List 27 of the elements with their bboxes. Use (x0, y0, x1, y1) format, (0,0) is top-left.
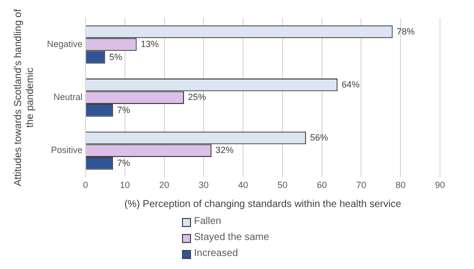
data-label: 56% (310, 132, 328, 142)
legend-label: Increased (194, 247, 238, 261)
data-label: 25% (188, 92, 206, 102)
y-tick-label: Negative (46, 39, 83, 50)
legend-label: Fallen (194, 215, 222, 229)
x-tick-label: 70 (356, 180, 366, 190)
data-label: 7% (117, 158, 130, 168)
y-tick-label: Positive (51, 145, 83, 156)
data-label: 5% (109, 52, 122, 62)
y-axis-title: Attitudes towards Scotland's handling of the pandemic (12, 8, 36, 186)
x-tick-label: 40 (238, 180, 248, 190)
x-tick-label: 90 (434, 180, 446, 190)
data-label: 78% (396, 26, 415, 36)
legend-label: Stayed the same (194, 231, 270, 245)
x-tick-label: 60 (316, 180, 327, 190)
data-label: 64% (342, 79, 360, 90)
data-label: 32% (216, 145, 234, 156)
x-tick-label: 20 (159, 180, 170, 190)
x-tick-label: 50 (277, 180, 288, 190)
x-tick-label: 0 (83, 180, 88, 190)
data-label: 7% (117, 104, 130, 115)
x-axis-title: (%) Perception of changing standards within the health service (124, 198, 402, 210)
x-tick-label: 30 (198, 180, 209, 190)
x-tick-label: 80 (396, 180, 406, 190)
data-label: 13% (140, 39, 159, 50)
y-tick-label: Neutral (54, 92, 83, 102)
x-tick-label: 10 (120, 180, 130, 190)
